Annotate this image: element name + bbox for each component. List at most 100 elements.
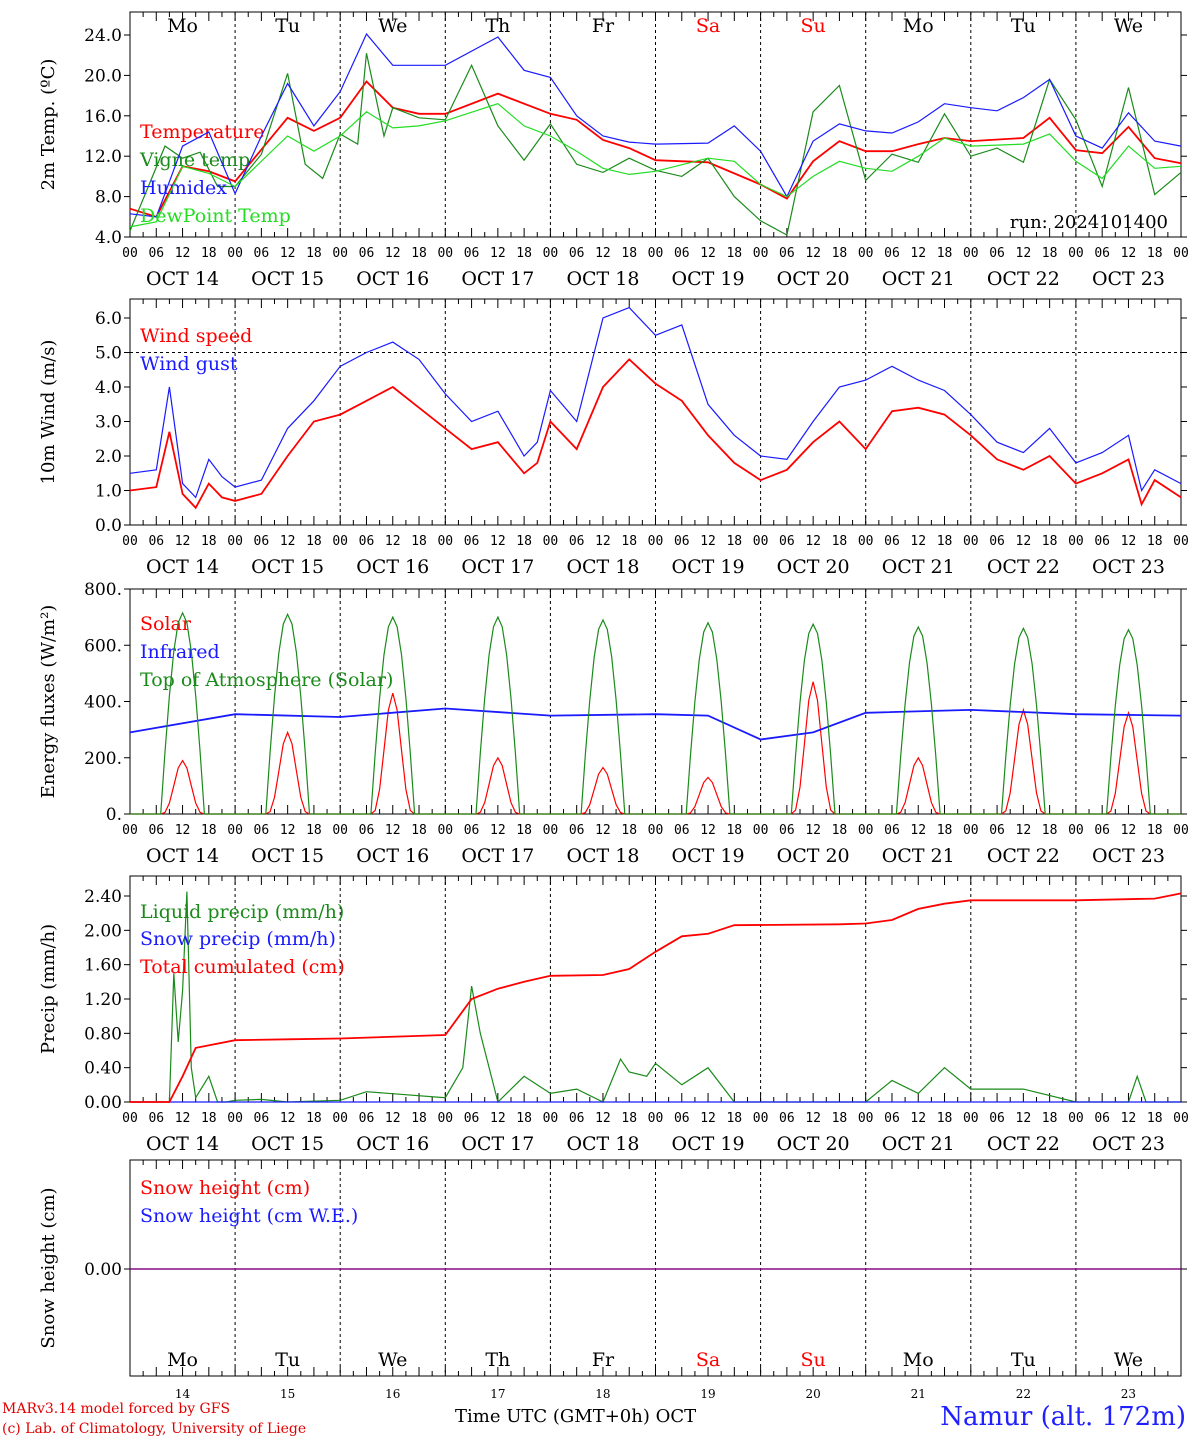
date-label: OCT 22	[987, 268, 1060, 290]
legend-entry: Temperature	[140, 121, 264, 143]
y-tick-label: 1.60	[84, 956, 122, 976]
hour-label: 18	[1147, 823, 1163, 838]
hour-label: 12	[910, 534, 926, 549]
date-label: OCT 22	[987, 1133, 1060, 1155]
date-label: OCT 21	[882, 1133, 955, 1155]
hour-label: 12	[280, 246, 296, 261]
day-number: 23	[1121, 1387, 1136, 1401]
hour-label: 12	[175, 534, 191, 549]
hour-label: 12	[1121, 534, 1137, 549]
hour-label: 12	[805, 246, 821, 261]
date-label: OCT 14	[146, 268, 219, 290]
hour-label: 06	[779, 534, 795, 549]
plot-frame	[129, 11, 1182, 238]
day-number: 16	[385, 1387, 400, 1401]
hour-label: 06	[254, 823, 270, 838]
hour-label: 18	[937, 823, 953, 838]
date-label: OCT 15	[251, 845, 324, 867]
hour-label: 00	[1068, 1111, 1084, 1126]
date-label: OCT 16	[356, 845, 429, 867]
hour-label: 00	[1173, 823, 1189, 838]
y-tick-label: 24.0	[84, 26, 122, 46]
hour-label: 18	[621, 534, 637, 549]
hour-label: 00	[648, 534, 664, 549]
hour-label: 18	[306, 823, 322, 838]
hour-label: 12	[805, 823, 821, 838]
date-label: OCT 20	[777, 1133, 850, 1155]
hour-label: 12	[1121, 823, 1137, 838]
plot-frame	[129, 588, 1182, 815]
day-number: 20	[806, 1387, 821, 1401]
day-name: Fr	[592, 15, 615, 37]
hour-label: 18	[201, 823, 217, 838]
hour-label: 18	[1147, 246, 1163, 261]
hour-label: 12	[175, 1111, 191, 1126]
hour-label: 12	[1121, 246, 1137, 261]
y-tick-label: 600.	[84, 636, 122, 656]
hour-label: 18	[411, 534, 427, 549]
y-tick-label: 4.0	[95, 378, 122, 398]
date-label: OCT 21	[882, 268, 955, 290]
legend-entry: Snow height (cm W.E.)	[140, 1205, 358, 1227]
y-tick-label: 2.0	[95, 447, 122, 467]
date-label: OCT 20	[777, 268, 850, 290]
date-label: OCT 20	[777, 556, 850, 578]
hour-label: 18	[411, 1111, 427, 1126]
hour-label: 18	[937, 246, 953, 261]
hour-label: 00	[858, 1111, 874, 1126]
date-label: OCT 14	[146, 1133, 219, 1155]
day-name: Tu	[275, 15, 300, 37]
hour-label: 06	[989, 823, 1005, 838]
hour-label: 06	[1094, 246, 1110, 261]
hour-label: 06	[569, 823, 585, 838]
hour-label: 06	[674, 246, 690, 261]
day-name: Mo	[903, 15, 934, 37]
hour-label: 12	[490, 1111, 506, 1126]
hour-label: 12	[700, 534, 716, 549]
hour-label: 12	[700, 823, 716, 838]
day-name: Tu	[1011, 1349, 1036, 1371]
hour-label: 06	[1094, 534, 1110, 549]
date-label: OCT 16	[356, 268, 429, 290]
hour-label: 06	[569, 246, 585, 261]
y-tick-label: 2.40	[84, 887, 122, 907]
series-temperature	[129, 80, 1182, 218]
hour-label: 18	[832, 534, 848, 549]
hour-label: 18	[832, 246, 848, 261]
hour-label: 06	[674, 1111, 690, 1126]
day-name: Tu	[1011, 15, 1036, 37]
day-name: Th	[485, 15, 510, 37]
hour-label: 00	[1068, 246, 1084, 261]
hour-label: 06	[674, 823, 690, 838]
legend-entry: DewPoint Temp	[140, 205, 291, 227]
legend-entry: Vigne temp	[139, 149, 250, 171]
legend-entry: Liquid precip (mm/h)	[140, 901, 344, 923]
hour-label: 18	[306, 534, 322, 549]
hour-label: 00	[963, 1111, 979, 1126]
day-name: We	[378, 15, 407, 37]
date-label: OCT 15	[251, 556, 324, 578]
y-tick-label: 800.	[84, 580, 122, 600]
y-tick-label: 0.80	[84, 1024, 122, 1044]
panel-5: 0.00 Snow height (cm) Mo Tu We Th Fr Sa Su Mo Tu We…	[38, 1159, 1187, 1401]
hour-label: 12	[805, 1111, 821, 1126]
hour-label: 00	[1068, 534, 1084, 549]
hour-label: 00	[122, 246, 138, 261]
y-axis-label: 2m Temp. (ºC)	[38, 59, 59, 191]
date-label: OCT 22	[987, 845, 1060, 867]
y-axis-label: Snow height (cm)	[38, 1187, 59, 1348]
hour-label: 00	[122, 1111, 138, 1126]
day-number: 14	[175, 1387, 191, 1401]
hour-label: 12	[1016, 246, 1032, 261]
date-label: OCT 19	[672, 1133, 745, 1155]
day-name: Su	[801, 15, 826, 37]
hour-label: 12	[280, 534, 296, 549]
day-number: 22	[1016, 1387, 1031, 1401]
day-name: Th	[485, 1349, 510, 1371]
run-label: run: 2024101400	[1010, 212, 1168, 233]
hour-label: 18	[306, 1111, 322, 1126]
hour-label: 06	[884, 823, 900, 838]
hour-label: 06	[359, 246, 375, 261]
date-label: OCT 23	[1092, 268, 1165, 290]
hour-label: 00	[437, 534, 453, 549]
